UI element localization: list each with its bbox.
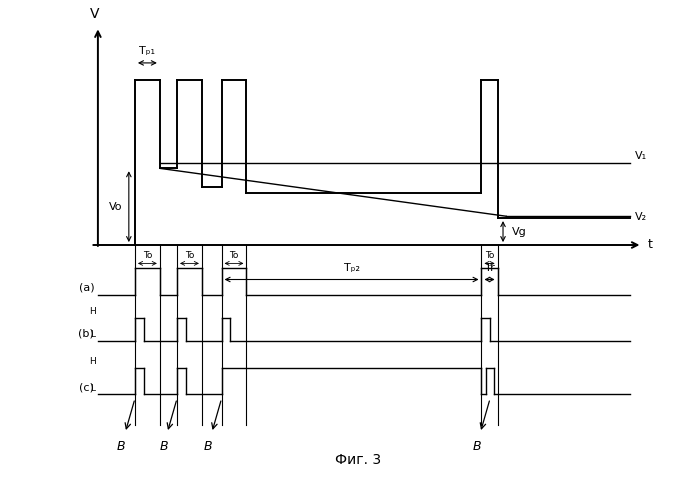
Text: t: t — [647, 238, 652, 252]
Text: H: H — [89, 308, 95, 316]
Text: Vg: Vg — [512, 226, 527, 236]
Text: Tₚ₂: Tₚ₂ — [344, 262, 359, 272]
Text: L: L — [91, 384, 95, 393]
Text: (b): (b) — [78, 329, 94, 339]
Text: B: B — [472, 440, 481, 454]
Text: V₂: V₂ — [635, 212, 647, 222]
Text: L: L — [91, 330, 95, 340]
Text: B: B — [159, 440, 168, 454]
Text: H: H — [89, 357, 95, 366]
Text: B: B — [117, 440, 125, 454]
Text: To: To — [485, 250, 494, 260]
Text: Tr: Tr — [485, 262, 494, 272]
Text: (c): (c) — [79, 382, 94, 392]
Text: Фиг. 3: Фиг. 3 — [335, 454, 381, 468]
Text: To: To — [143, 250, 152, 260]
Text: To: To — [185, 250, 194, 260]
Text: V: V — [89, 6, 99, 20]
Text: Vo: Vo — [108, 202, 122, 211]
Text: V₁: V₁ — [635, 150, 647, 160]
Text: (a): (a) — [78, 283, 94, 293]
Text: To: To — [229, 250, 239, 260]
Text: Tₚ₁: Tₚ₁ — [139, 46, 155, 56]
Text: B: B — [204, 440, 212, 454]
